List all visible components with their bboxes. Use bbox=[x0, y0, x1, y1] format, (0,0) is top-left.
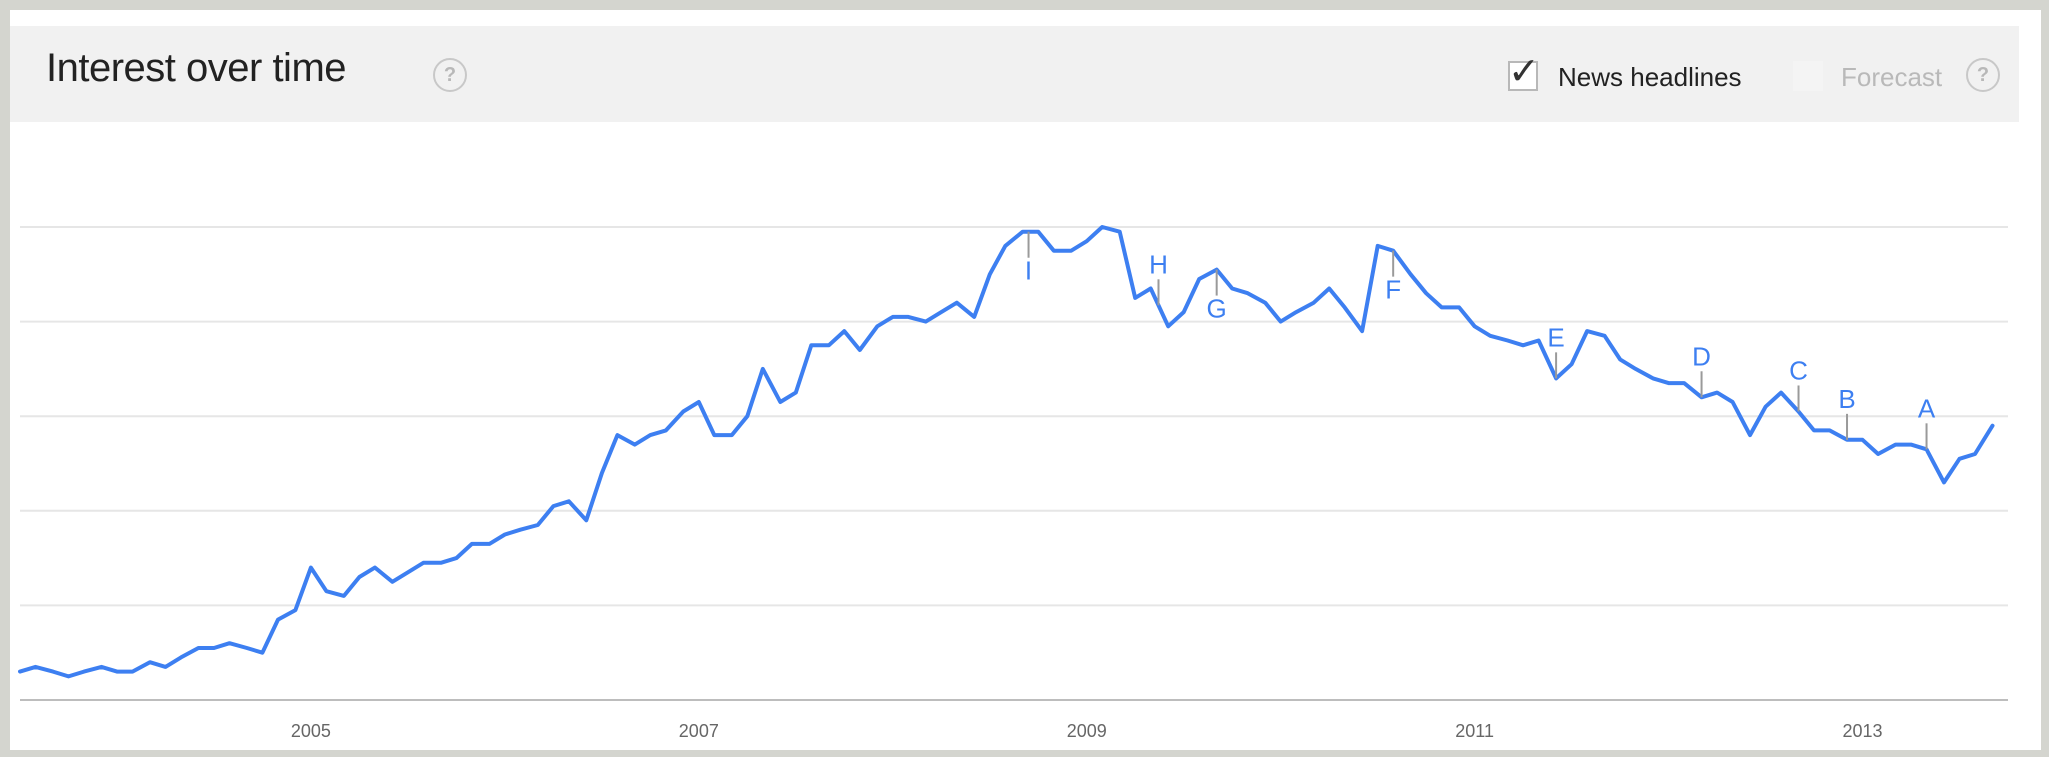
annotation-marker-a[interactable]: A bbox=[1918, 393, 1936, 423]
forecast-checkbox[interactable] bbox=[1793, 61, 1823, 91]
annotation-marker-f[interactable]: F bbox=[1385, 275, 1401, 305]
x-tick-label: 2005 bbox=[291, 721, 331, 741]
news-headlines-label[interactable]: News headlines bbox=[1558, 62, 1742, 92]
forecast-help-icon[interactable]: ? bbox=[1966, 58, 2000, 92]
annotation-marker-h[interactable]: H bbox=[1149, 249, 1168, 279]
x-tick-label: 2011 bbox=[1455, 721, 1494, 741]
chart-header: Interest over time ? ✓ News headlines Fo… bbox=[10, 26, 2019, 122]
annotation-marker-c[interactable]: C bbox=[1789, 355, 1808, 385]
checkmark-icon: ✓ bbox=[1508, 51, 1540, 93]
x-tick-label: 2009 bbox=[1067, 721, 1107, 741]
annotation-marker-b[interactable]: B bbox=[1838, 384, 1855, 414]
annotation-marker-d[interactable]: D bbox=[1692, 341, 1711, 371]
x-tick-label: 2013 bbox=[1843, 721, 1883, 741]
forecast-label[interactable]: Forecast bbox=[1841, 62, 1943, 92]
annotation-marker-i[interactable]: I bbox=[1025, 256, 1032, 286]
x-tick-label: 2007 bbox=[679, 721, 719, 741]
annotation-marker-e[interactable]: E bbox=[1547, 322, 1564, 352]
help-icon[interactable]: ? bbox=[433, 58, 467, 92]
annotation-marker-g[interactable]: G bbox=[1207, 294, 1227, 324]
news-headlines-checkbox[interactable]: ✓ bbox=[1508, 53, 1540, 91]
chart-title: Interest over time bbox=[46, 46, 347, 90]
series-line bbox=[18, 225, 1995, 679]
